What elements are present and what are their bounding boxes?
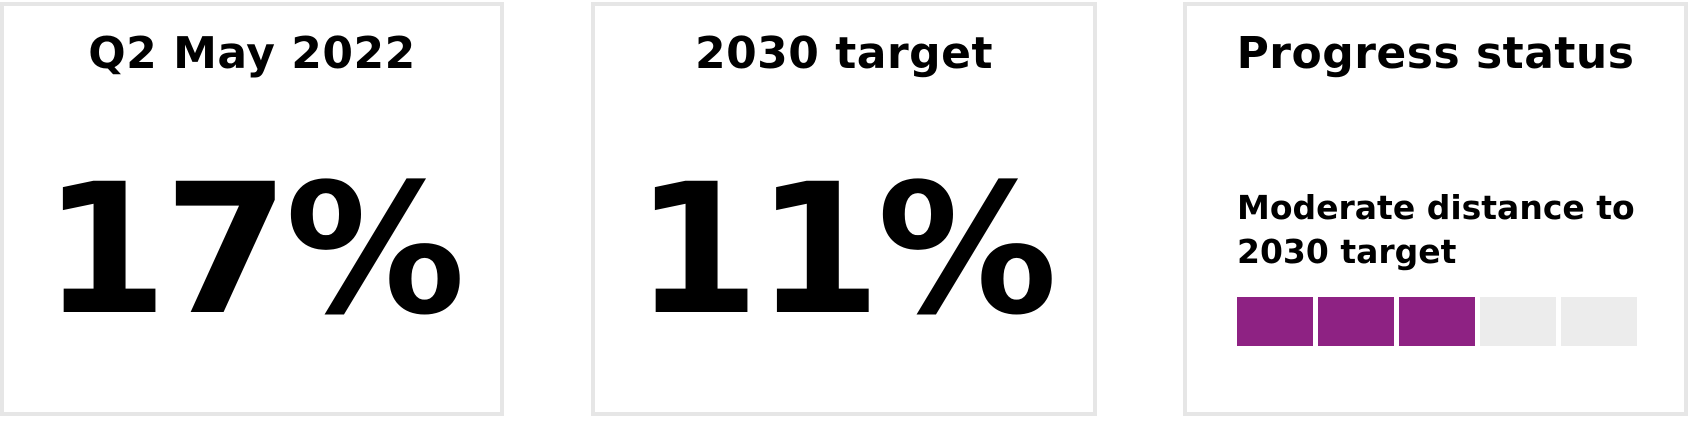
progress-segment-empty: [1561, 297, 1637, 346]
target-value-card: 2030 target 11%: [591, 2, 1097, 416]
card-title: 2030 target: [694, 28, 994, 79]
progress-segment-empty: [1480, 297, 1556, 346]
progress-bar: [1237, 297, 1637, 346]
status-text: Moderate distance to 2030 target: [1237, 188, 1635, 271]
target-value: 11%: [634, 146, 1058, 355]
progress-segment-filled: [1237, 297, 1313, 346]
progress-segment-filled: [1318, 297, 1394, 346]
card-title: Progress status: [1236, 28, 1635, 79]
card-title: Q2 May 2022: [88, 28, 416, 79]
progress-status-card: Progress status Moderate distance to 203…: [1183, 2, 1688, 416]
progress-segment-filled: [1399, 297, 1475, 346]
current-value: 17%: [42, 146, 466, 355]
current-value-card: Q2 May 2022 17%: [0, 2, 504, 416]
